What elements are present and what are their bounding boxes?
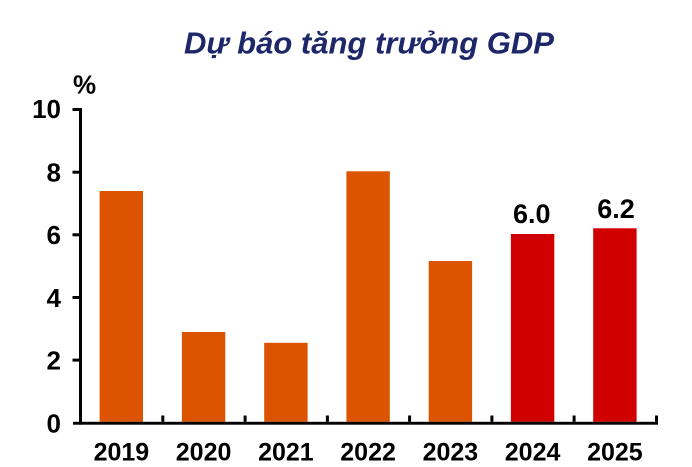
- svg-text:Dự báo tăng trưởng GDP: Dự báo tăng trưởng GDP: [184, 26, 554, 61]
- svg-text:2023: 2023: [423, 439, 479, 467]
- svg-text:2022: 2022: [340, 439, 396, 467]
- svg-text:4: 4: [47, 283, 62, 313]
- svg-text:6.0: 6.0: [513, 199, 551, 229]
- svg-text:2020: 2020: [176, 439, 232, 467]
- svg-text:6: 6: [47, 220, 61, 250]
- svg-text:%: %: [73, 70, 96, 100]
- svg-text:2024: 2024: [505, 439, 561, 467]
- svg-text:2: 2: [47, 346, 61, 376]
- svg-text:2025: 2025: [587, 439, 643, 467]
- svg-text:2021: 2021: [258, 439, 314, 467]
- svg-text:6.2: 6.2: [597, 194, 635, 224]
- svg-text:0: 0: [47, 408, 61, 438]
- svg-text:10: 10: [32, 94, 61, 124]
- svg-text:2019: 2019: [94, 439, 150, 467]
- svg-text:8: 8: [47, 158, 61, 188]
